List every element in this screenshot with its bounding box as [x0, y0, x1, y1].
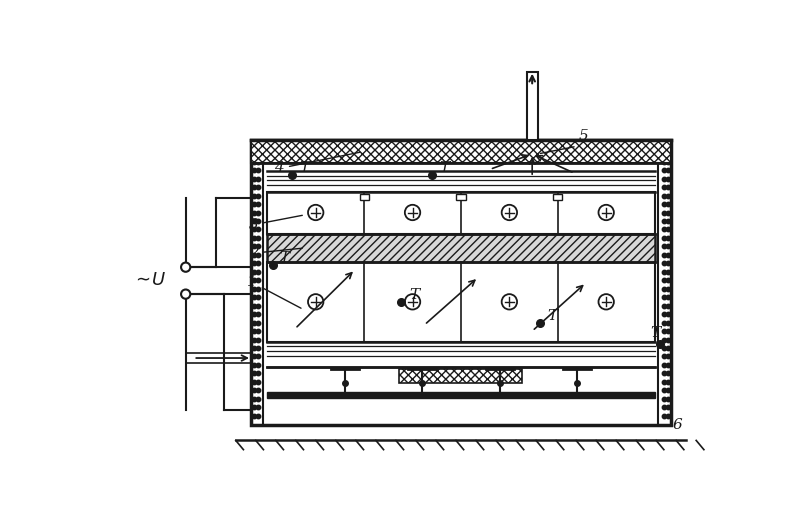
Circle shape	[599, 205, 614, 220]
Text: T: T	[650, 326, 660, 340]
Text: T: T	[547, 309, 558, 323]
Text: $\sim\!U$: $\sim\!U$	[131, 271, 166, 289]
Bar	[268, 191, 655, 234]
Circle shape	[501, 294, 517, 309]
Bar	[251, 140, 671, 425]
Circle shape	[405, 294, 421, 309]
Text: T: T	[299, 160, 310, 175]
Text: T: T	[440, 160, 450, 175]
Bar	[360, 194, 369, 200]
Bar	[268, 234, 655, 262]
Circle shape	[181, 289, 190, 299]
Bar	[527, 73, 538, 140]
Bar	[399, 369, 522, 383]
Bar	[268, 262, 655, 342]
Text: T: T	[409, 288, 419, 302]
Circle shape	[405, 205, 421, 220]
Circle shape	[599, 294, 614, 309]
Bar	[251, 140, 671, 163]
Circle shape	[308, 205, 323, 220]
Circle shape	[501, 205, 517, 220]
Bar	[456, 194, 466, 200]
Bar	[268, 392, 655, 398]
Text: 6: 6	[672, 418, 682, 432]
Text: 1: 1	[247, 276, 301, 308]
Text: 5: 5	[578, 129, 588, 143]
Text: 3: 3	[249, 215, 303, 231]
Circle shape	[181, 262, 190, 272]
Circle shape	[308, 294, 323, 309]
Bar	[553, 194, 562, 200]
Text: 2: 2	[249, 246, 303, 260]
Text: T: T	[280, 251, 290, 265]
Text: 4: 4	[274, 152, 360, 176]
